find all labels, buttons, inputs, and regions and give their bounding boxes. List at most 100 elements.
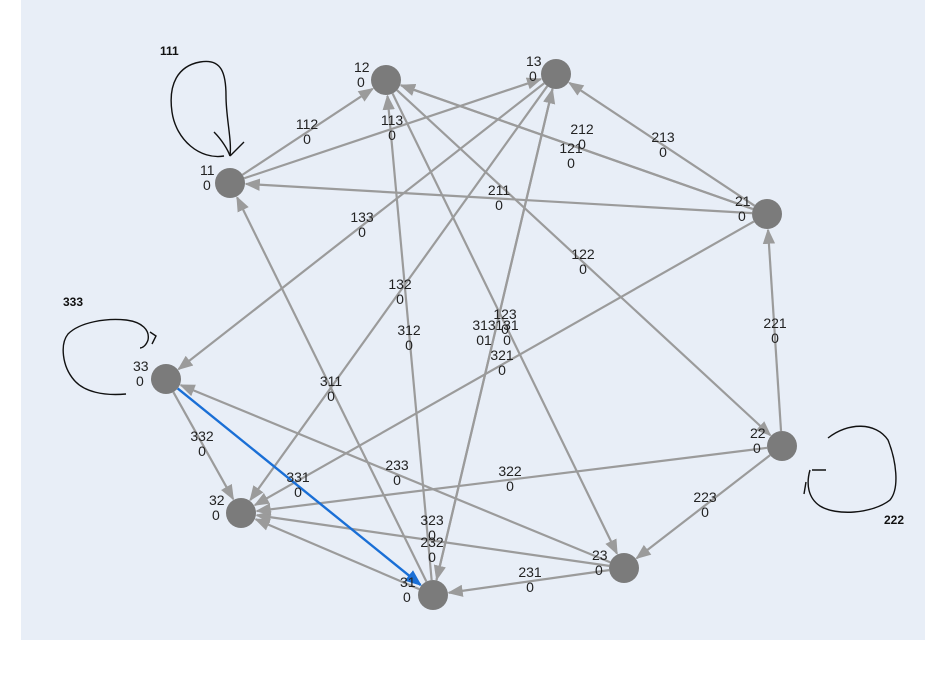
edge-value-121: 0 [567, 155, 575, 171]
edge-value-131: 0 [503, 332, 511, 348]
edge-313[interactable] [435, 88, 556, 581]
edge-label-231: 231 [518, 564, 542, 580]
edge-112[interactable] [241, 87, 374, 176]
edge-label-133: 133 [350, 209, 374, 225]
node-label-31: 31 [400, 574, 416, 590]
edge-value-112: 0 [303, 131, 311, 147]
edge-label-223: 223 [693, 489, 717, 505]
edge-value-123: 0 [501, 321, 509, 337]
edge-label-122: 122 [571, 246, 595, 262]
edge-212[interactable] [399, 84, 754, 211]
edge-label-121: 121 [559, 140, 583, 156]
edge-value-231: 0 [526, 579, 534, 595]
node-value-22: 0 [753, 440, 761, 456]
edge-value-212: 0 [578, 136, 586, 152]
edge-label-221: 221 [763, 315, 787, 331]
edge-value-331: 0 [294, 484, 302, 500]
edge-label-123: 123 [493, 306, 517, 322]
edge-value-221: 0 [771, 330, 779, 346]
edge-value-232: 0 [428, 549, 436, 565]
edge-value-332: 0 [198, 443, 206, 459]
edge-label-322: 322 [498, 463, 522, 479]
edge-331[interactable] [176, 387, 422, 586]
node-value-23: 0 [595, 562, 603, 578]
edge-value-321: 0 [498, 362, 506, 378]
edge-value-122: 0 [579, 261, 587, 277]
edge-label-112: 112 [296, 116, 319, 132]
edge-232[interactable] [255, 511, 610, 567]
self-loop-111 [170, 60, 245, 158]
node-32[interactable] [226, 498, 256, 528]
node-value-11: 0 [203, 177, 211, 193]
edge-value-323: 0 [428, 527, 436, 543]
edge-label-113: 113 [381, 112, 404, 128]
edge-label-323: 323 [420, 512, 444, 528]
edge-label-232: 232 [420, 534, 444, 550]
edge-311[interactable] [236, 195, 428, 583]
edge-213[interactable] [568, 81, 756, 207]
node-33[interactable] [151, 364, 181, 394]
edge-label-211: 211 [488, 182, 511, 198]
edge-113[interactable] [243, 77, 543, 180]
node-value-31: 0 [403, 589, 411, 605]
edge-value-211: 0 [495, 197, 503, 213]
node-23[interactable] [609, 553, 639, 583]
edge-label-212: 212 [570, 121, 594, 137]
edge-233[interactable] [179, 384, 611, 564]
edge-211[interactable] [244, 178, 753, 215]
self-loop-label-222: 222 [884, 513, 904, 527]
node-label-21: 21 [735, 193, 751, 209]
node-value-13: 0 [529, 68, 537, 84]
edge-value-132: 0 [396, 291, 404, 307]
edge-label-132: 132 [388, 276, 412, 292]
edge-value-312: 0 [405, 337, 413, 353]
edge-value-233: 0 [393, 472, 401, 488]
node-value-32: 0 [212, 507, 220, 523]
edge-label-331: 331 [286, 469, 310, 485]
edge-label-131: 131 [495, 317, 519, 333]
node-label-11: 11 [200, 162, 215, 178]
node-label-13: 13 [526, 53, 542, 69]
node-12[interactable] [371, 65, 401, 95]
edge-223[interactable] [635, 454, 771, 560]
self-loop-333 [62, 318, 157, 396]
node-22[interactable] [767, 431, 797, 461]
edge-label-332: 332 [190, 428, 214, 444]
self-loop-label-333: 333 [63, 295, 83, 309]
edge-221[interactable] [762, 228, 783, 432]
edge-label-313: 313 [472, 317, 496, 333]
edge-133[interactable] [177, 82, 545, 371]
node-31[interactable] [418, 580, 448, 610]
edge-label-213: 213 [651, 129, 675, 145]
edge-132[interactable] [249, 85, 549, 502]
edge-312[interactable] [382, 94, 433, 581]
edge-value-223: 0 [701, 504, 709, 520]
node-label-22: 22 [750, 425, 766, 441]
node-13[interactable] [541, 59, 571, 89]
edge-label-321: 321 [490, 347, 514, 363]
node-21[interactable] [752, 199, 782, 229]
edge-value-113: 0 [388, 127, 396, 143]
edge-label-233: 233 [385, 457, 409, 473]
node-label-32: 32 [209, 492, 225, 508]
self-loop-222 [803, 425, 897, 513]
edge-122[interactable] [396, 89, 772, 437]
self-loop-label-111: 111 [160, 44, 179, 58]
node-label-33: 33 [133, 358, 149, 374]
edge-value-311: 0 [327, 388, 335, 404]
edge-label-311: 311 [320, 373, 343, 389]
edge-231[interactable] [447, 569, 610, 597]
edge-label-312: 312 [397, 322, 421, 338]
edge-321[interactable] [253, 220, 755, 507]
edge-332[interactable] [172, 391, 235, 501]
edge-value-213: 0 [659, 144, 667, 160]
node-label-23: 23 [592, 547, 608, 563]
node-value-12: 0 [357, 74, 365, 90]
edge-123[interactable] [391, 92, 618, 556]
edge-323[interactable] [254, 518, 420, 591]
edge-value-322: 0 [506, 478, 514, 494]
edge-322[interactable] [255, 446, 768, 516]
node-label-12: 12 [354, 59, 370, 75]
node-11[interactable] [215, 168, 245, 198]
